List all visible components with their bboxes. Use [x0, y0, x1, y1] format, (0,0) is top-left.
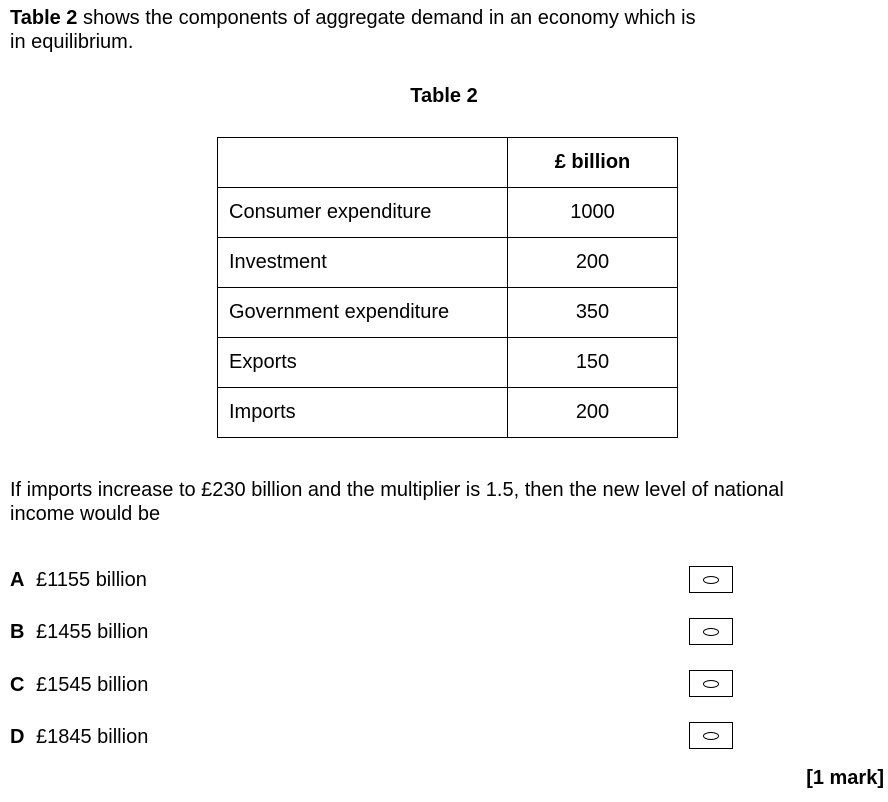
row-value-cell: 350	[507, 287, 678, 338]
table-row: Government expenditure 350	[217, 287, 678, 338]
row-label-cell: Exports	[217, 337, 508, 388]
aggregate-demand-table: £ billion Consumer expenditure 1000 Inve…	[217, 137, 678, 438]
answer-oval-icon	[703, 575, 719, 584]
intro-table-reference: Table 2	[10, 7, 78, 29]
question-line-2: income would be	[10, 503, 161, 525]
option-letter: C	[10, 674, 25, 696]
row-value-cell: 200	[507, 237, 678, 288]
row-label-cell: Investment	[217, 237, 508, 288]
table-row: Consumer expenditure 1000	[217, 187, 678, 238]
option-text: £1455 billion	[36, 621, 149, 643]
row-label-cell: Government expenditure	[217, 287, 508, 338]
intro-line-1-text: shows the components of aggregate demand…	[77, 7, 696, 29]
answer-box-c[interactable]	[689, 670, 733, 697]
marks-label: [1 mark]	[806, 767, 884, 789]
answer-oval-icon	[703, 627, 719, 636]
table-row: Imports 200	[217, 387, 678, 438]
row-value-cell: 150	[507, 337, 678, 388]
question-text: If imports increase to £230 billion and …	[10, 478, 880, 526]
row-value-cell: 200	[507, 387, 678, 438]
option-letter: A	[10, 569, 25, 591]
option-d: D £1845 billion	[10, 725, 148, 749]
option-letter: B	[10, 621, 25, 643]
table-caption: Table 2	[410, 85, 478, 107]
option-a: A £1155 billion	[10, 568, 147, 592]
header-label-cell	[217, 137, 508, 188]
option-text: £1545 billion	[36, 674, 149, 696]
question-line-1: If imports increase to £230 billion and …	[10, 479, 784, 501]
intro-text: Table 2 shows the components of aggregat…	[10, 6, 810, 54]
answer-oval-icon	[703, 679, 719, 688]
answer-oval-icon	[703, 731, 719, 740]
answer-box-a[interactable]	[689, 566, 733, 593]
answer-box-d[interactable]	[689, 722, 733, 749]
option-b: B £1455 billion	[10, 620, 148, 644]
table-row: Investment 200	[217, 237, 678, 288]
table-header-row: £ billion	[217, 137, 678, 188]
row-label-cell: Imports	[217, 387, 508, 438]
option-text: £1845 billion	[36, 726, 149, 748]
answer-box-b[interactable]	[689, 618, 733, 645]
option-letter: D	[10, 726, 25, 748]
row-label-cell: Consumer expenditure	[217, 187, 508, 238]
option-c: C £1545 billion	[10, 673, 148, 697]
header-unit-cell: £ billion	[507, 137, 678, 188]
intro-line-2: in equilibrium.	[10, 31, 134, 53]
table-row: Exports 150	[217, 337, 678, 388]
row-value-cell: 1000	[507, 187, 678, 238]
intro-line-1: Table 2 shows the components of aggregat…	[10, 6, 810, 30]
option-text: £1155 billion	[36, 569, 147, 591]
